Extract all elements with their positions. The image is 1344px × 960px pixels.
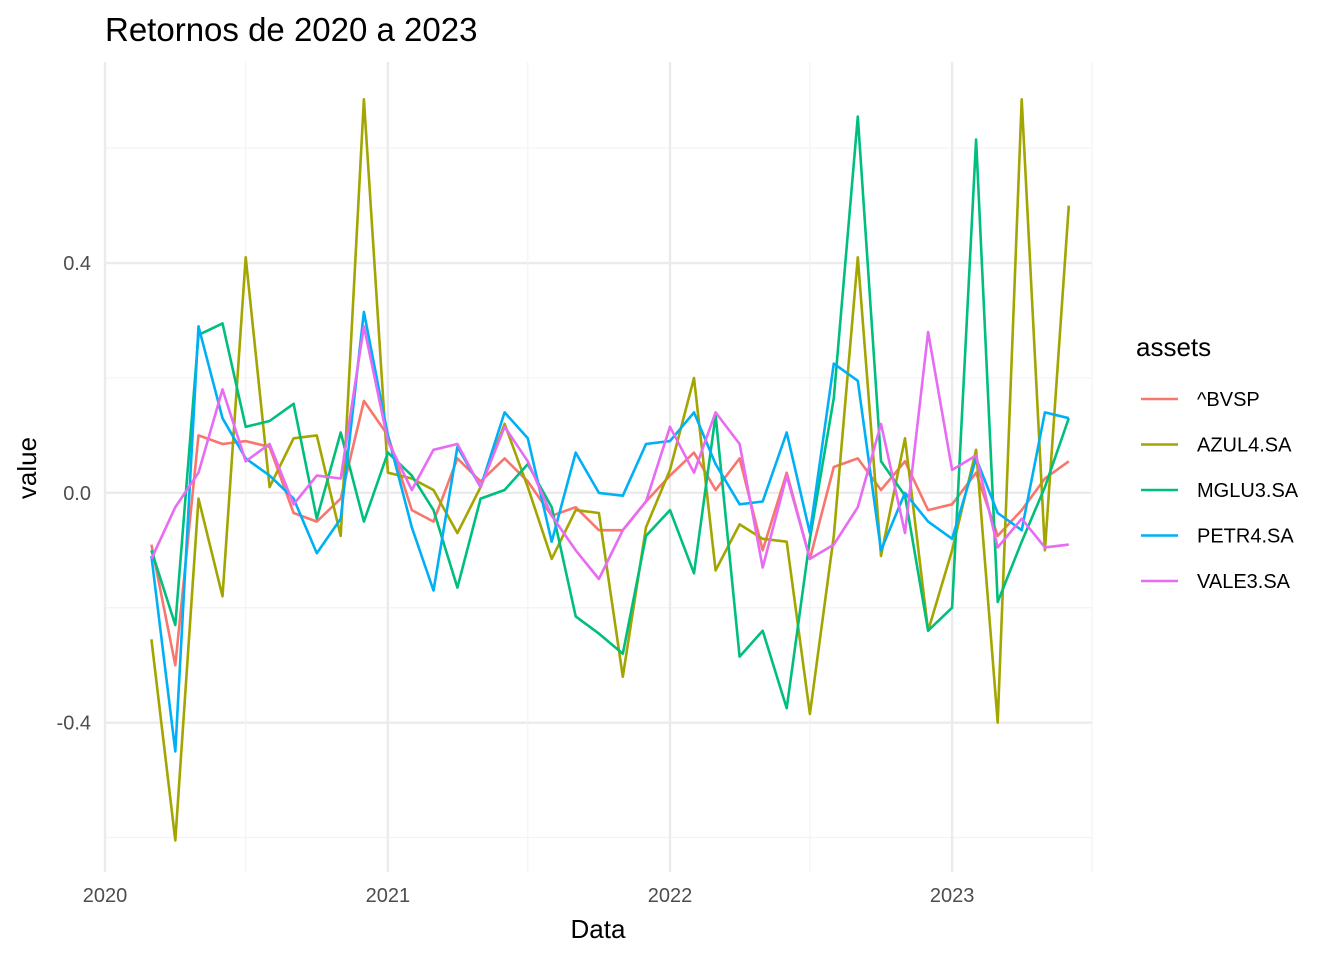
y-axis-title: value: [12, 437, 42, 499]
y-tick-label: 0.4: [63, 253, 91, 275]
x-tick-label: 2020: [83, 885, 128, 907]
x-tick-label: 2021: [366, 885, 411, 907]
y-tick-label: -0.4: [57, 713, 91, 735]
legend-label: MGLU3.SA: [1197, 480, 1299, 502]
x-axis-ticks: 2020 2021 2022 2023: [83, 885, 975, 907]
x-tick-label: 2022: [648, 885, 693, 907]
series-lines: [150, 98, 1071, 842]
legend-label: ^BVSP: [1197, 389, 1260, 411]
x-tick-label: 2023: [930, 885, 975, 907]
legend-label: PETR4.SA: [1197, 526, 1294, 548]
y-tick-label: 0.0: [63, 483, 91, 505]
series-line-petr4-sa: [150, 310, 1070, 753]
x-axis-title: Data: [571, 914, 626, 944]
legend-label: AZUL4.SA: [1197, 435, 1292, 457]
y-axis-ticks: -0.4 0.0 0.4: [57, 253, 91, 735]
series-line-azul4-sa: [150, 98, 1071, 842]
grid: [103, 62, 1093, 872]
legend-label: VALE3.SA: [1197, 571, 1291, 593]
series-line-vale3-sa: [150, 324, 1069, 581]
series-line-bvsp: [150, 399, 1070, 667]
series-line-mglu3-sa: [150, 115, 1071, 710]
legend-title: assets: [1136, 332, 1211, 362]
legend: assets ^BVSP AZUL4.SA MGLU3.SA PETR4.SA VALE…: [1136, 332, 1299, 593]
legend-items: ^BVSP AZUL4.SA MGLU3.SA PETR4.SA VALE3.SA: [1141, 389, 1299, 593]
chart-title: Retornos de 2020 a 2023: [105, 11, 477, 48]
